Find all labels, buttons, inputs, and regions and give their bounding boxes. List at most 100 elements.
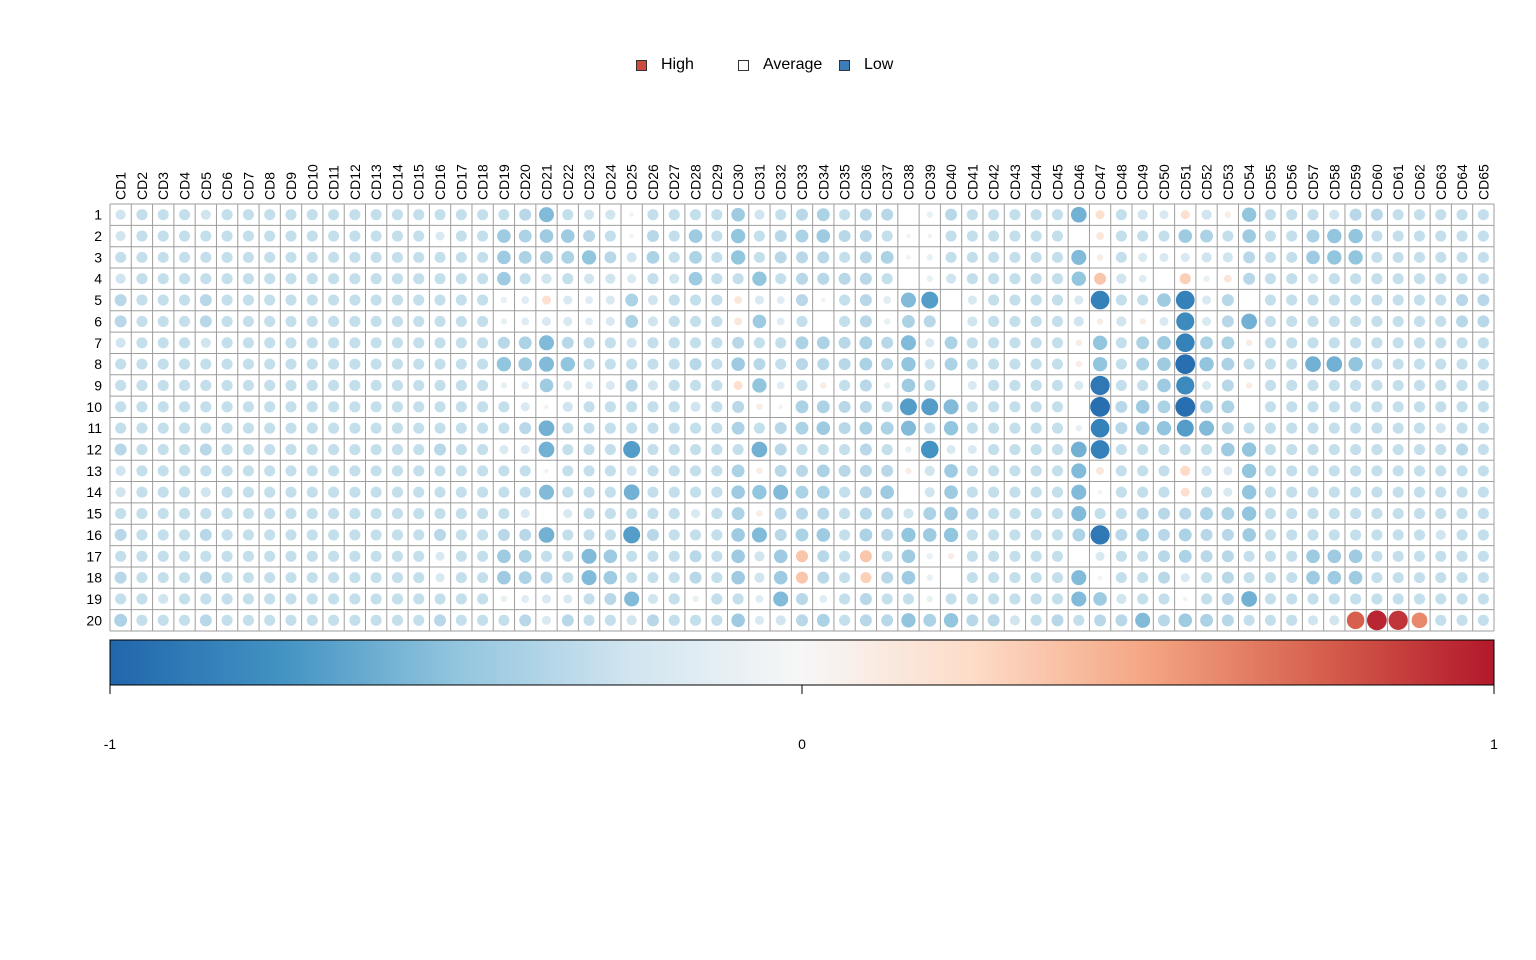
correlation-circle xyxy=(1097,575,1103,580)
correlation-circle xyxy=(391,358,404,370)
correlation-circle xyxy=(817,571,830,584)
correlation-circle xyxy=(1051,443,1064,456)
correlation-circle xyxy=(1435,614,1447,626)
correlation-circle xyxy=(349,230,361,242)
correlation-circle xyxy=(1241,442,1257,457)
correlation-circle xyxy=(1095,551,1105,561)
correlation-circle xyxy=(178,508,191,520)
correlation-circle xyxy=(521,595,530,603)
correlation-circle xyxy=(1115,209,1127,221)
correlation-circle xyxy=(604,529,616,541)
correlation-circle xyxy=(626,572,638,584)
correlation-circle xyxy=(242,401,254,413)
correlation-circle xyxy=(1179,443,1191,456)
correlation-circle xyxy=(859,357,873,371)
correlation-circle xyxy=(521,317,530,326)
correlation-circle xyxy=(1346,611,1365,630)
correlation-circle xyxy=(604,486,616,498)
correlation-circle xyxy=(604,337,616,349)
column-label: CD18 xyxy=(475,164,491,200)
correlation-circle xyxy=(538,484,555,500)
correlation-circle xyxy=(752,485,767,500)
correlation-circle xyxy=(434,358,446,370)
correlation-circle xyxy=(756,403,763,411)
correlation-circle xyxy=(1350,294,1362,306)
correlation-circle xyxy=(732,400,745,413)
correlation-circle xyxy=(306,209,318,221)
correlation-circle xyxy=(1097,489,1103,495)
correlation-circle xyxy=(221,593,233,605)
correlation-circle xyxy=(264,465,276,477)
correlation-circle xyxy=(988,572,1000,584)
correlation-circle xyxy=(1371,315,1383,327)
correlation-circle xyxy=(1392,294,1404,306)
column-label: CD1 xyxy=(113,172,129,200)
correlation-circle xyxy=(647,593,659,605)
correlation-circle xyxy=(157,251,169,263)
correlation-circle xyxy=(1137,550,1149,562)
correlation-circle xyxy=(136,593,148,605)
correlation-circle xyxy=(519,208,532,221)
correlation-circle xyxy=(1305,356,1321,372)
correlation-circle xyxy=(455,465,467,477)
correlation-circle xyxy=(455,358,467,370)
correlation-circle xyxy=(1095,210,1105,220)
correlation-circle xyxy=(1030,337,1042,349)
column-label: CD60 xyxy=(1369,164,1385,200)
correlation-circle xyxy=(731,613,745,628)
correlation-circle xyxy=(391,486,404,498)
correlation-circle xyxy=(538,207,555,223)
correlation-circle xyxy=(1413,486,1426,498)
correlation-circle xyxy=(1392,379,1404,392)
correlation-circle xyxy=(328,358,340,370)
correlation-circle xyxy=(136,422,148,434)
correlation-circle xyxy=(115,401,127,413)
correlation-circle xyxy=(1413,593,1426,605)
correlation-circle xyxy=(859,421,873,435)
correlation-circle xyxy=(1200,528,1213,541)
correlation-circle xyxy=(328,230,340,242)
column-label: CD15 xyxy=(411,164,427,200)
correlation-circle xyxy=(1221,336,1235,350)
correlation-circle xyxy=(221,508,233,520)
correlation-circle xyxy=(881,443,893,456)
correlation-circle xyxy=(1435,358,1447,370)
correlation-circle xyxy=(563,295,573,305)
correlation-circle xyxy=(178,401,191,413)
correlation-circle xyxy=(370,315,382,327)
correlation-circle xyxy=(349,486,361,498)
correlation-circle xyxy=(500,318,508,325)
correlation-circle xyxy=(1435,209,1447,221)
column-label: CD8 xyxy=(262,172,278,200)
correlation-circle xyxy=(413,422,425,434)
correlation-circle xyxy=(264,251,276,263)
legend-swatch-average xyxy=(738,59,749,71)
correlation-circle xyxy=(498,486,510,498)
correlation-circle xyxy=(731,464,745,478)
correlation-circle xyxy=(136,486,148,498)
correlation-circle xyxy=(370,508,382,520)
correlation-circle xyxy=(1241,591,1257,607)
correlation-circle xyxy=(349,209,361,221)
correlation-circle xyxy=(839,315,851,327)
correlation-circle xyxy=(1051,337,1064,349)
column-label: CD38 xyxy=(900,164,916,200)
correlation-circle xyxy=(178,422,191,434)
correlation-circle xyxy=(1307,337,1319,349)
correlation-circle xyxy=(1371,401,1383,413)
correlation-circle xyxy=(349,294,361,306)
correlation-circle xyxy=(1051,358,1064,370)
correlation-circle xyxy=(668,337,680,349)
correlation-circle xyxy=(1070,206,1087,223)
correlation-circle xyxy=(838,230,851,243)
correlation-circle xyxy=(945,230,957,242)
correlation-circle xyxy=(839,251,851,263)
correlation-circle xyxy=(796,294,808,307)
correlation-circle xyxy=(455,443,467,456)
correlation-circle xyxy=(583,486,595,498)
correlation-circle xyxy=(1328,593,1340,605)
correlation-circle xyxy=(1224,211,1232,218)
correlation-circle xyxy=(752,271,767,286)
correlation-circle xyxy=(1456,593,1468,605)
correlation-circle xyxy=(945,593,957,605)
